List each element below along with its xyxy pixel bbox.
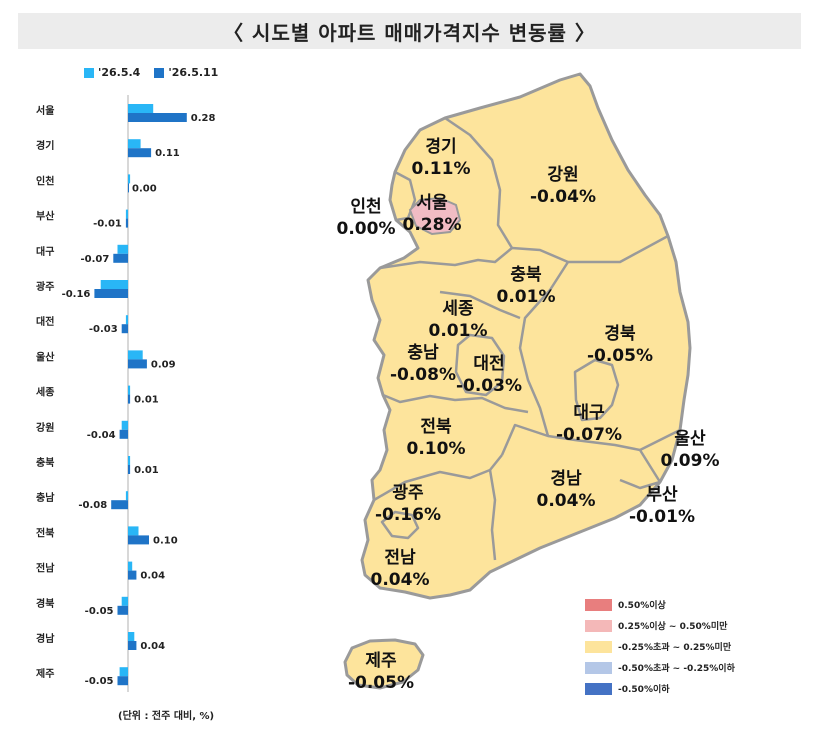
map-legend-swatch-2 [585,619,612,632]
border-capital-south [379,234,669,270]
map-region-name: 세종 [442,299,474,319]
jeju-outline [343,638,425,690]
map-region-name: 경북 [604,324,636,344]
map-region-value: 0.00% [337,219,396,239]
map-legend-swatch-4 [585,661,612,674]
map-legend-label-1: 0.50%이상 [618,601,666,611]
map-legend-item-2: 0.25%이상 ~ 0.50%미만 [585,615,735,636]
map-legend-label-2: 0.25%이상 ~ 0.50%미만 [618,622,728,632]
legend-label-prev: '26.5.4 [98,66,141,79]
border-busan [619,478,661,490]
map-legend: 0.50%이상 0.25%이상 ~ 0.50%미만 -0.25%초과 ~ 0.2… [585,594,735,699]
map-region-value: -0.16% [375,505,441,525]
map-legend-item-1: 0.50%이상 [585,594,735,615]
border-daejeon [454,333,506,397]
map-region-value: -0.08% [390,365,456,385]
map-region-name: 대전 [473,354,504,374]
map-region-value: -0.03% [456,376,522,396]
map-region-value: -0.07% [556,425,622,445]
map-region-name: 충북 [510,265,542,285]
map-region-name: 경기 [425,137,456,157]
map-region-name: 강원 [547,165,578,185]
border-gwangju [380,510,420,540]
legend-item-prev: '26.5.4 [84,66,140,79]
map-region-name: 인천 [350,197,381,217]
map-region-name: 경남 [550,469,582,489]
map-region-name: 울산 [674,429,706,449]
unit-note: (단위 : 전주 대비, %) [118,711,215,722]
map-region-value: 0.01% [429,321,488,341]
map-region-value: 0.28% [403,215,462,235]
map-region-value: 0.10% [407,439,466,459]
seoul-area [408,196,462,236]
map-legend-swatch-1 [585,598,612,611]
bar-legend: '26.5.4 '26.5.11 [84,66,218,79]
map-region-name: 전북 [420,417,452,437]
border-sejong-chungbuk [439,290,521,320]
map-region-name: 전남 [384,548,416,568]
legend-swatch-prev [84,67,94,78]
map-legend-label-5: -0.50%이하 [618,685,670,695]
border-jeonbuk-south [373,454,503,502]
map-legend-item-5: -0.50%이하 [585,678,735,699]
map-region-name: 서울 [416,193,448,213]
map-region-value: -0.05% [587,346,653,366]
map-region-value: -0.01% [629,507,695,527]
map-legend-swatch-3 [585,640,612,653]
border-chungbuk-gyeongbuk [518,261,570,437]
map-region-value: 0.04% [537,491,596,511]
map-region-value: 0.09% [661,451,720,471]
border-chungnam-jeonbuk [382,393,529,414]
border-gyeongnam-jeonnam [488,469,497,561]
map-labels: 경기0.11% 강원-0.04%인천0.00%서울0.28%충북0.01%세종0.… [337,137,720,693]
border-gyeonggi-gangwon [444,116,514,249]
chart-title: 〈 시도별 아파트 매매가격지수 변동률 〉 [18,13,801,49]
map-region-value: 0.01% [497,287,556,307]
map-region-value: -0.04% [530,187,596,207]
border-ulsan [639,428,681,452]
map-region-name: 대구 [573,403,605,423]
legend-item-curr: '26.5.11 [154,66,218,79]
map-legend-item-4: -0.50%초과 ~ -0.25%이하 [585,657,735,678]
border-daegu [573,358,620,422]
legend-label-curr: '26.5.11 [168,66,219,79]
legend-swatch-curr [154,67,165,78]
map-region-name: 제주 [365,651,397,671]
map-region-name: 광주 [392,483,424,503]
border-incheon-gyeonggi [394,170,417,222]
map-region-value: 0.11% [412,159,471,179]
map-legend-label-3: -0.25%초과 ~ 0.25%미만 [618,643,732,653]
map-legend-item-3: -0.25%초과 ~ 0.25%미만 [585,636,735,657]
map-region-value: 0.04% [371,570,430,590]
map-legend-swatch-5 [585,682,612,695]
map-region-value: -0.05% [348,673,414,693]
map-region-name: 부산 [646,485,678,505]
map-legend-label-4: -0.50%초과 ~ -0.25%이하 [618,664,735,674]
map-region-name: 충남 [407,343,439,363]
